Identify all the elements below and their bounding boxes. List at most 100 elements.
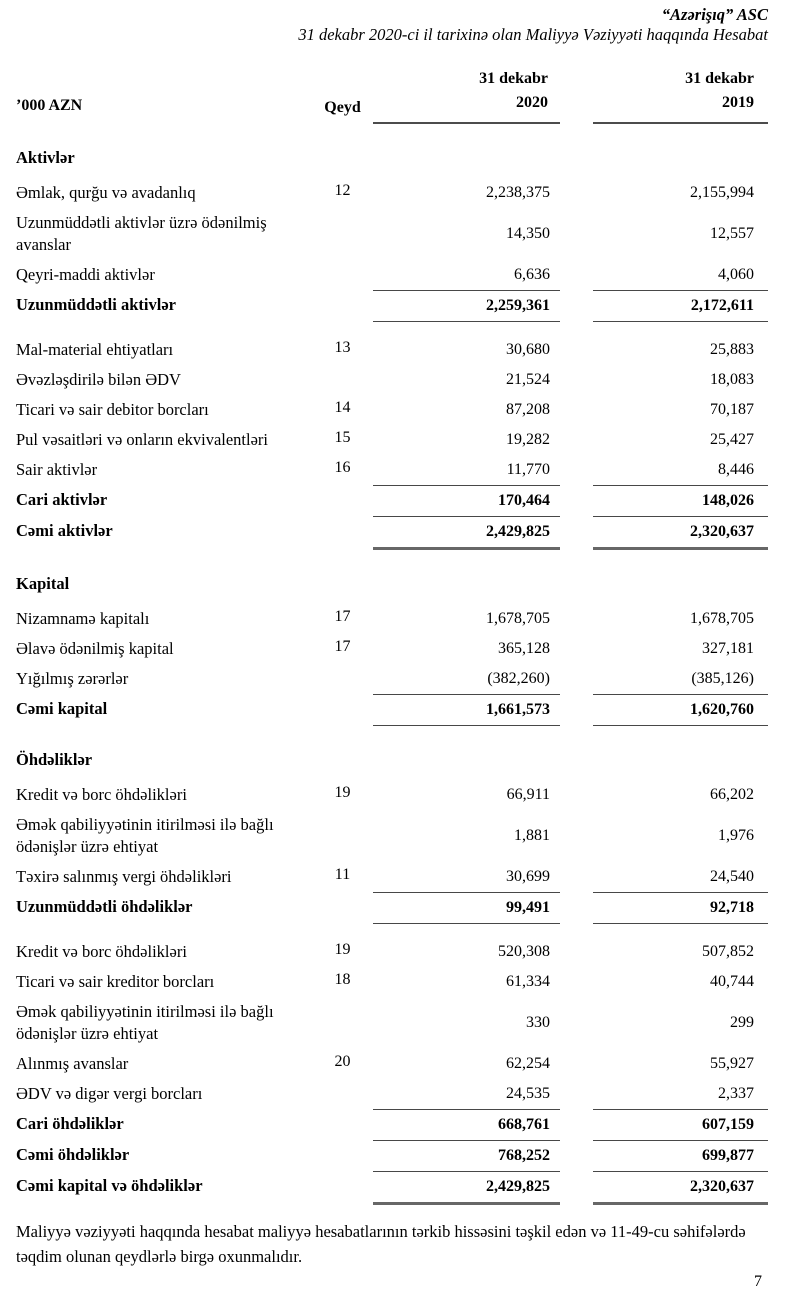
row-note (312, 694, 373, 726)
column-header-2020: 31 dekabr 2020 (373, 67, 560, 124)
column-gap (560, 208, 593, 260)
section-header-row: Kapital (16, 569, 768, 599)
row-value-2020: 330 (526, 1014, 550, 1031)
table-row: Ticari və sair debitor borcları 14 87,208 7… (16, 395, 768, 425)
row-note: 19 (334, 784, 351, 801)
row-label: Əmlak, qurğu və avadanlıq (16, 183, 196, 202)
row-label: ƏDV və digər vergi borcları (16, 1084, 203, 1103)
column-header-note: Qeyd (324, 99, 361, 116)
row-note (312, 208, 373, 260)
table-row: Əmlak, qurğu və avadanlıq 12 2,238,375 2,15… (16, 178, 768, 208)
document-header: “Azərişıq” ASC 31 dekabr 2020-ci il tari… (16, 5, 768, 45)
column-header-2019-date: 31 dekabr (685, 70, 754, 87)
row-value-2019: 70,187 (710, 401, 754, 418)
column-gap (560, 260, 593, 290)
row-value-2020: 62,254 (506, 1055, 550, 1072)
table-header-row: ’000 AZN Qeyd 31 dekabr 2020 31 dekabr 2… (16, 67, 768, 124)
section-header-row: Öhdəliklər (16, 745, 768, 775)
row-value-2020: 19,282 (506, 431, 550, 448)
column-gap (560, 664, 593, 694)
table-row: Mal-material ehtiyatları 13 30,680 25,883 (16, 335, 768, 365)
row-note: 20 (334, 1053, 351, 1070)
section-title: Kapital (16, 574, 70, 593)
row-note: 19 (334, 941, 351, 958)
column-gap (560, 485, 593, 516)
column-gap (560, 780, 593, 810)
row-label: Cari öhdəliklər (16, 1114, 124, 1133)
row-label: Sair aktivlər (16, 460, 98, 479)
row-value-2019: 55,927 (710, 1055, 754, 1072)
row-value-2019: 148,026 (593, 485, 768, 516)
table-row: Yığılmış zərərlər (382,260) (385,126) (16, 664, 768, 694)
column-gap (560, 335, 593, 365)
table-row: Əvəzləşdirilə bilən ƏDV 21,524 18,083 (16, 365, 768, 395)
row-value-2019: 1,678,705 (690, 610, 754, 627)
row-note (312, 810, 373, 862)
column-gap (560, 967, 593, 997)
table-row: Kredit və borc öhdəlikləri 19 66,911 66,202 (16, 780, 768, 810)
report-title: 31 dekabr 2020-ci il tarixinə olan Maliy… (298, 25, 768, 44)
section-title: Öhdəliklər (16, 750, 93, 769)
table-row: Nizamnamə kapitalı 17 1,678,705 1,678,705 (16, 604, 768, 634)
column-gap (560, 634, 593, 664)
row-note: 17 (334, 638, 351, 655)
column-gap (560, 67, 593, 124)
row-value-2020: 2,429,825 (373, 1171, 560, 1205)
row-label: Cari aktivlər (16, 490, 108, 509)
row-note (312, 1171, 373, 1205)
row-note: 16 (334, 459, 351, 476)
row-label: Cəmi aktivlər (16, 521, 113, 540)
column-header-2019: 31 dekabr 2019 (593, 67, 768, 124)
document-footer: Maliyyə vəziyyəti haqqında hesabat maliy… (16, 1219, 768, 1291)
row-value-2019: 1,976 (718, 827, 754, 844)
table-row: Təxirə salınmış vergi öhdəlikləri 11 30,69… (16, 862, 768, 892)
company-name: “Azərişıq” ASC (661, 5, 768, 24)
table-row: Uzunmüddətli aktivlər üzrə ödənilmiş ava… (16, 208, 768, 260)
column-gap (560, 862, 593, 892)
row-note (312, 516, 373, 550)
total-row: Cari öhdəliklər 668,761 607,159 (16, 1109, 768, 1140)
row-label: Pul vəsaitləri və onların ekvivalentləri (16, 430, 269, 449)
row-value-2019: 507,852 (702, 943, 754, 960)
column-gap (560, 604, 593, 634)
row-note (312, 1079, 373, 1109)
row-value-2020: 170,464 (373, 485, 560, 516)
table-row: Sair aktivlər 16 11,770 8,446 (16, 455, 768, 485)
row-value-2019: 327,181 (702, 640, 754, 657)
row-note (312, 485, 373, 516)
row-value-2019: 607,159 (593, 1109, 768, 1140)
table-row: ƏDV və digər vergi borcları 24,535 2,337 (16, 1079, 768, 1109)
row-note (312, 664, 373, 694)
row-value-2020: 1,678,705 (486, 610, 550, 627)
row-value-2019: 2,320,637 (593, 516, 768, 550)
table-row: Kredit və borc öhdəlikləri 19 520,308 507,8… (16, 937, 768, 967)
row-label: Kredit və borc öhdəlikləri (16, 942, 187, 961)
row-label: Ticari və sair debitor borcları (16, 400, 209, 419)
column-gap (560, 937, 593, 967)
row-value-2019: 299 (730, 1014, 754, 1031)
row-value-2020: 87,208 (506, 401, 550, 418)
total-row: Cari aktivlər 170,464 148,026 (16, 485, 768, 516)
column-gap (560, 1109, 593, 1140)
table-row: Pul vəsaitləri və onların ekvivalentləri… (16, 425, 768, 455)
balance-sheet-table: ’000 AZN Qeyd 31 dekabr 2020 31 dekabr 2… (16, 67, 768, 1205)
row-value-2019: 8,446 (718, 461, 754, 478)
row-value-2019: 24,540 (710, 868, 754, 885)
row-value-2020: 61,334 (506, 973, 550, 990)
row-label: Təxirə salınmış vergi öhdəlikləri (16, 867, 232, 886)
column-gap (560, 395, 593, 425)
table-row: Qeyri-maddi aktivlər 6,636 4,060 (16, 260, 768, 290)
column-gap (560, 1049, 593, 1079)
row-value-2019: 18,083 (710, 371, 754, 388)
row-label: Nizamnamə kapitalı (16, 609, 150, 628)
column-header-2020-year: 2020 (516, 94, 548, 111)
total-row: Cəmi öhdəliklər 768,252 699,877 (16, 1140, 768, 1171)
column-gap (560, 810, 593, 862)
column-gap (560, 455, 593, 485)
row-value-2020: 66,911 (506, 786, 550, 803)
row-value-2020: 2,259,361 (373, 290, 560, 322)
column-gap (560, 290, 593, 322)
row-value-2019: 2,320,637 (593, 1171, 768, 1205)
row-value-2020: 768,252 (373, 1140, 560, 1171)
row-note: 12 (334, 182, 351, 199)
